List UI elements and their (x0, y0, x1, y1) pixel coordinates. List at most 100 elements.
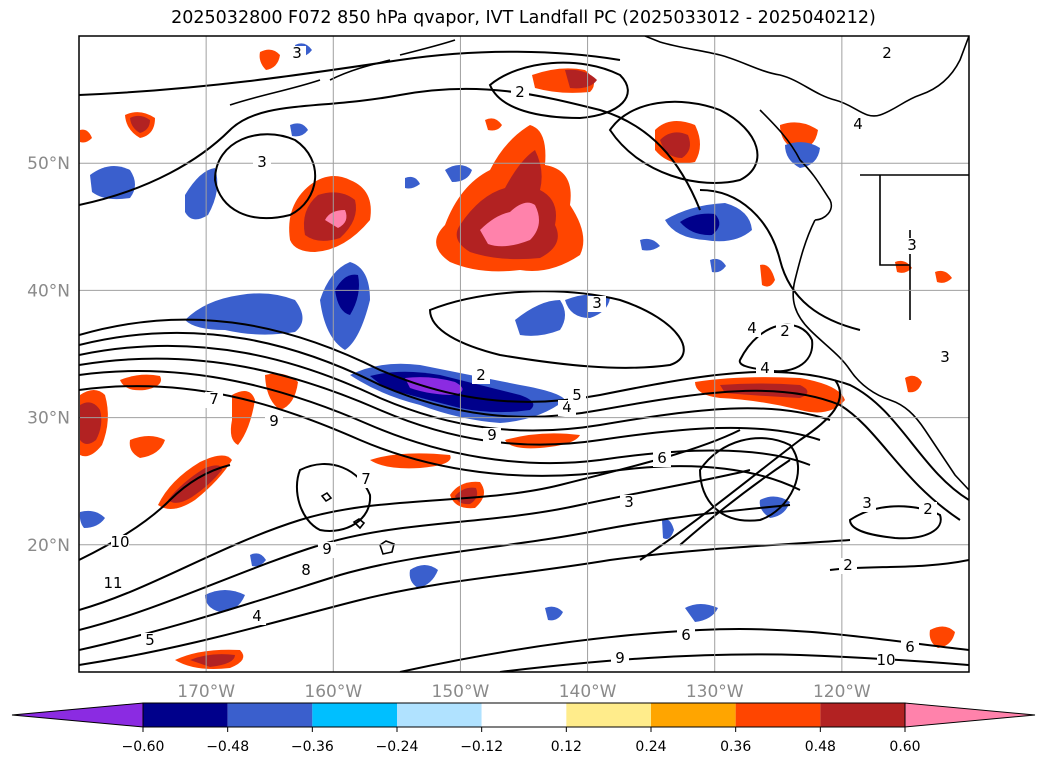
contour-label: 6 (657, 449, 667, 467)
contour-label: 9 (487, 426, 497, 444)
longitude-label: 170°W (177, 682, 235, 702)
contour-label: 8 (301, 561, 311, 579)
contour-label-bg (877, 653, 895, 669)
latitude-label: 30°N (27, 409, 70, 429)
colorbar-max-extend (904, 702, 1036, 728)
colorbar-segment (397, 703, 482, 727)
colorbar-segment (143, 703, 228, 727)
map-title: 2025032800 F072 850 hPa qvapor, IVT Land… (171, 8, 876, 28)
contour-label: 3 (907, 236, 917, 254)
colorbar-tick-label: −0.36 (291, 739, 334, 755)
contour-label-bg (336, 651, 354, 667)
contour-label: 4 (252, 607, 262, 625)
contour-label-bg (901, 640, 919, 656)
colorbar-outline (142, 702, 906, 728)
latitude-labels: 20°N 30°N 40°N 50°N (27, 154, 70, 556)
coastlines (229, 36, 969, 555)
colorbar-tick-label: 0.36 (720, 739, 751, 755)
contour-label-bg (620, 495, 638, 511)
latitude-label: 20°N (27, 536, 70, 556)
longitude-label: 160°W (304, 682, 362, 702)
contour-label: 5 (145, 631, 155, 649)
contour-label-bg (743, 321, 761, 337)
contour-label: 9 (615, 649, 625, 667)
positive-anomaly-fills (80, 49, 955, 669)
contour-label-bg (858, 496, 876, 512)
colorbar-tick-label: −0.60 (122, 739, 165, 755)
contour-label-bg (141, 633, 159, 649)
colorbar-tick-label: −0.24 (376, 739, 419, 755)
contour-label: 4 (562, 398, 572, 416)
contour-label: 2 (780, 322, 790, 340)
contour-label: 10 (110, 533, 129, 551)
contour-label: 2 (515, 83, 525, 101)
contour-label-bg (677, 628, 695, 644)
contour-label: 6 (905, 638, 915, 656)
map-frame (78, 35, 970, 673)
longitude-label: 140°W (559, 682, 617, 702)
contour-label-bg (318, 542, 336, 558)
colorbar-tick-label: −0.12 (460, 739, 503, 755)
contour-label: 4 (747, 319, 757, 337)
contour-label: 2 (923, 500, 933, 518)
contour-label-bg (265, 414, 283, 430)
contour-label: 2 (476, 366, 486, 384)
contour-label: 7 (209, 390, 219, 408)
contour-label: 7 (361, 470, 371, 488)
contour-label-bg (653, 451, 671, 467)
colorbar-segment (651, 703, 736, 727)
contour-label-bg (472, 368, 490, 384)
contour-label-bg (611, 651, 629, 667)
contour-label-bg (483, 428, 501, 444)
contour-label-bg (568, 388, 586, 404)
contour-label: 3 (292, 44, 302, 62)
contour-label: 4 (760, 359, 770, 377)
contour-label-bg (903, 238, 921, 254)
contour-label-bg (111, 535, 129, 551)
contour-label: 9 (322, 540, 332, 558)
contour-label-bg (849, 117, 867, 133)
contour-label: 6 (681, 626, 691, 644)
longitude-label: 150°W (432, 682, 490, 702)
colorbar-min-extend (11, 702, 144, 728)
contour-label: 4 (853, 115, 863, 133)
contour-label: 3 (592, 294, 602, 312)
contour-label-bg (936, 350, 954, 366)
colorbar-tick-label: −0.48 (206, 739, 249, 755)
contour-label: 3 (862, 494, 872, 512)
contour-label: 9 (269, 412, 279, 430)
latitude-label: 40°N (27, 281, 70, 301)
contour-label-bg (878, 46, 896, 62)
contour-label-bg (253, 155, 271, 171)
latitude-label: 50°N (27, 154, 70, 174)
colorbar-segment (312, 703, 397, 727)
contour-label-bg (756, 361, 774, 377)
longitude-label: 120°W (813, 682, 871, 702)
contour-label-bg (588, 296, 606, 312)
longitude-label: 130°W (686, 682, 744, 702)
contour-label: 3 (940, 348, 950, 366)
contour-label-bg (511, 85, 529, 101)
colorbar-segment (820, 703, 905, 727)
contour-label-bg (104, 576, 122, 592)
colorbar-segment (566, 703, 651, 727)
longitude-labels: 170°W 160°W 150°W 140°W 130°W 120°W (177, 682, 871, 702)
colorbar-tick-label: 0.60 (889, 739, 920, 755)
contour-label: 2 (882, 44, 892, 62)
contour-label-bg (839, 558, 857, 574)
colorbar-segment (481, 703, 567, 727)
contour-label: 10 (876, 651, 895, 669)
contour-label-bg (205, 392, 223, 408)
colorbar-tick-label: 0.48 (805, 739, 836, 755)
colorbar-segment (735, 703, 821, 727)
colorbar-tick-label: 0.12 (551, 739, 582, 755)
colorbar-tick-label: 0.24 (635, 739, 666, 755)
contour-label: 11 (103, 574, 122, 592)
contour-label-bg (919, 502, 937, 518)
contour-label: 3 (624, 493, 634, 511)
contour-label-bg (357, 472, 375, 488)
contour-label-bg (297, 563, 315, 579)
contour-label-bg (776, 324, 794, 340)
